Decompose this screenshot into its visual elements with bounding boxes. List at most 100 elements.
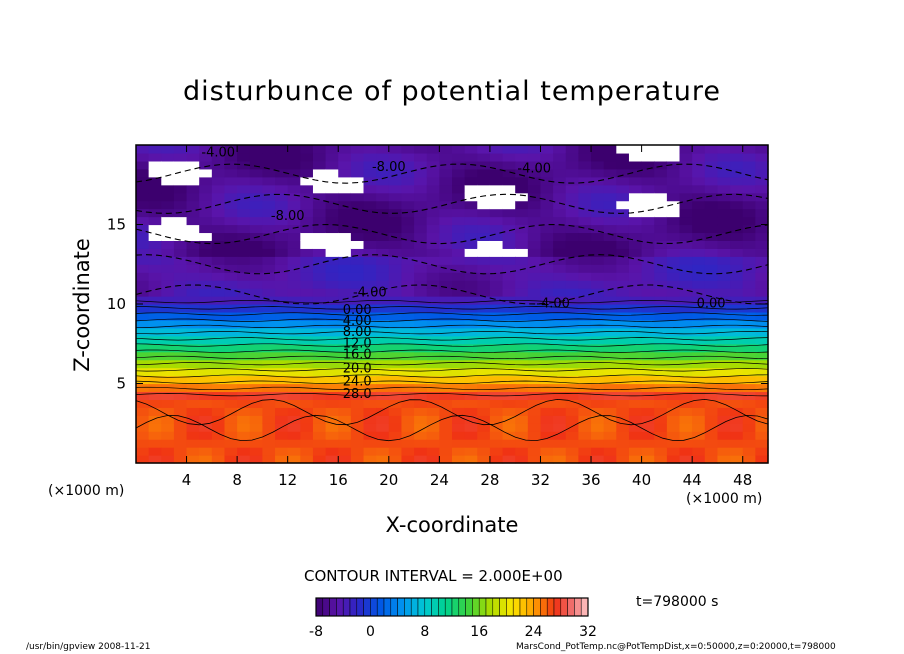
heatmap-cell (161, 343, 175, 353)
colorbar: -8 0 8 16 24 32 (309, 597, 597, 640)
heatmap-cell (553, 367, 567, 377)
heatmap-cell (186, 160, 200, 170)
heatmap-cell (603, 216, 617, 226)
heatmap-cell (199, 407, 213, 416)
heatmap-cell (502, 216, 516, 226)
colorbar-cell (370, 597, 378, 617)
heatmap-cell (489, 248, 504, 257)
heatmap-cell (300, 327, 314, 337)
heatmap-cell (136, 248, 150, 257)
heatmap-cell (565, 288, 579, 297)
heatmap-cell (717, 168, 731, 178)
heatmap-cell (477, 272, 491, 281)
heatmap-cell (515, 280, 529, 289)
heatmap-cell (464, 351, 478, 361)
colorbar-cell (512, 597, 521, 617)
heatmap-cell (388, 319, 403, 329)
heatmap-cell (401, 407, 415, 416)
heatmap-cell (136, 431, 150, 440)
heatmap-cell (717, 431, 731, 440)
heatmap-cell (199, 208, 213, 218)
heatmap-cell (287, 232, 301, 241)
heatmap-cell (414, 343, 428, 353)
x-tick-label: 28 (480, 471, 499, 489)
heatmap-cell (591, 455, 605, 464)
heatmap-cell (173, 145, 188, 154)
heatmap-cell (325, 272, 339, 281)
heatmap-cell (376, 184, 390, 194)
heatmap-cell (325, 296, 339, 305)
heatmap-cell (578, 319, 592, 329)
heatmap-cell (161, 359, 175, 369)
heatmap-cell (161, 415, 175, 424)
heatmap-cell (224, 351, 238, 361)
colorbar-cell (410, 597, 419, 617)
heatmap-cell (464, 280, 478, 289)
heatmap-cell (527, 280, 542, 289)
heatmap-cell (452, 311, 466, 321)
heatmap-cell (452, 383, 466, 393)
heatmap-cell (565, 145, 579, 154)
heatmap-cell (489, 216, 504, 226)
x-tick-label: 48 (733, 471, 752, 489)
heatmap-cell (414, 415, 428, 424)
heatmap-cell (376, 280, 390, 289)
heatmap-cell (755, 335, 769, 345)
heatmap-cell (489, 184, 504, 194)
heatmap-cell (249, 288, 263, 297)
heatmap-cell (249, 335, 263, 345)
heatmap-cell (300, 264, 314, 273)
heatmap-cell (350, 439, 365, 448)
heatmap-cell (439, 319, 453, 329)
heatmap-cell (578, 439, 592, 448)
colorbar-cell (574, 597, 582, 617)
heatmap-cell (376, 224, 390, 234)
heatmap-cell (401, 335, 415, 345)
heatmap-cell (717, 192, 731, 202)
heatmap-cell (666, 343, 681, 353)
heatmap-cell (262, 208, 276, 218)
heatmap-cell (325, 367, 339, 377)
heatmap-cell (489, 375, 504, 385)
heatmap-cell (300, 311, 314, 321)
heatmap-cell (338, 216, 352, 226)
heatmap-cell (275, 439, 289, 448)
heatmap-cell (262, 176, 276, 186)
heatmap-cell (679, 272, 693, 281)
heatmap-cell (287, 192, 301, 202)
heatmap-cell (388, 407, 403, 416)
heatmap-cell (224, 423, 238, 432)
heatmap-cell (211, 447, 226, 456)
heatmap-cell (186, 152, 200, 162)
heatmap-cell (199, 391, 213, 400)
heatmap-cell (742, 280, 756, 289)
heatmap-cell (477, 288, 491, 297)
heatmap-cell (376, 200, 390, 210)
heatmap-cell (275, 256, 289, 265)
heatmap-cell (704, 145, 719, 154)
heatmap-cell (717, 455, 731, 464)
heatmap-cell (515, 192, 529, 202)
heatmap-cell (666, 431, 681, 440)
heatmap-cell (553, 288, 567, 297)
heatmap-cell (515, 304, 529, 313)
heatmap-cell (439, 168, 453, 178)
heatmap-cell (730, 319, 744, 329)
heatmap-cell (237, 168, 251, 178)
heatmap-cell (742, 455, 756, 464)
heatmap-cell (742, 335, 756, 345)
heatmap-cell (502, 423, 516, 432)
heatmap-cell (388, 415, 403, 424)
heatmap-cell (666, 439, 681, 448)
heatmap-cell (262, 304, 276, 313)
heatmap-cell (186, 343, 200, 353)
heatmap-cell (237, 375, 251, 385)
heatmap-cell (249, 367, 263, 377)
heatmap-cell (527, 272, 542, 281)
heatmap-cell (704, 224, 719, 234)
heatmap-cell (376, 240, 390, 249)
heatmap-cell (439, 439, 453, 448)
heatmap-cell (173, 367, 188, 377)
heatmap-cell (452, 367, 466, 377)
heatmap-cell (237, 288, 251, 297)
